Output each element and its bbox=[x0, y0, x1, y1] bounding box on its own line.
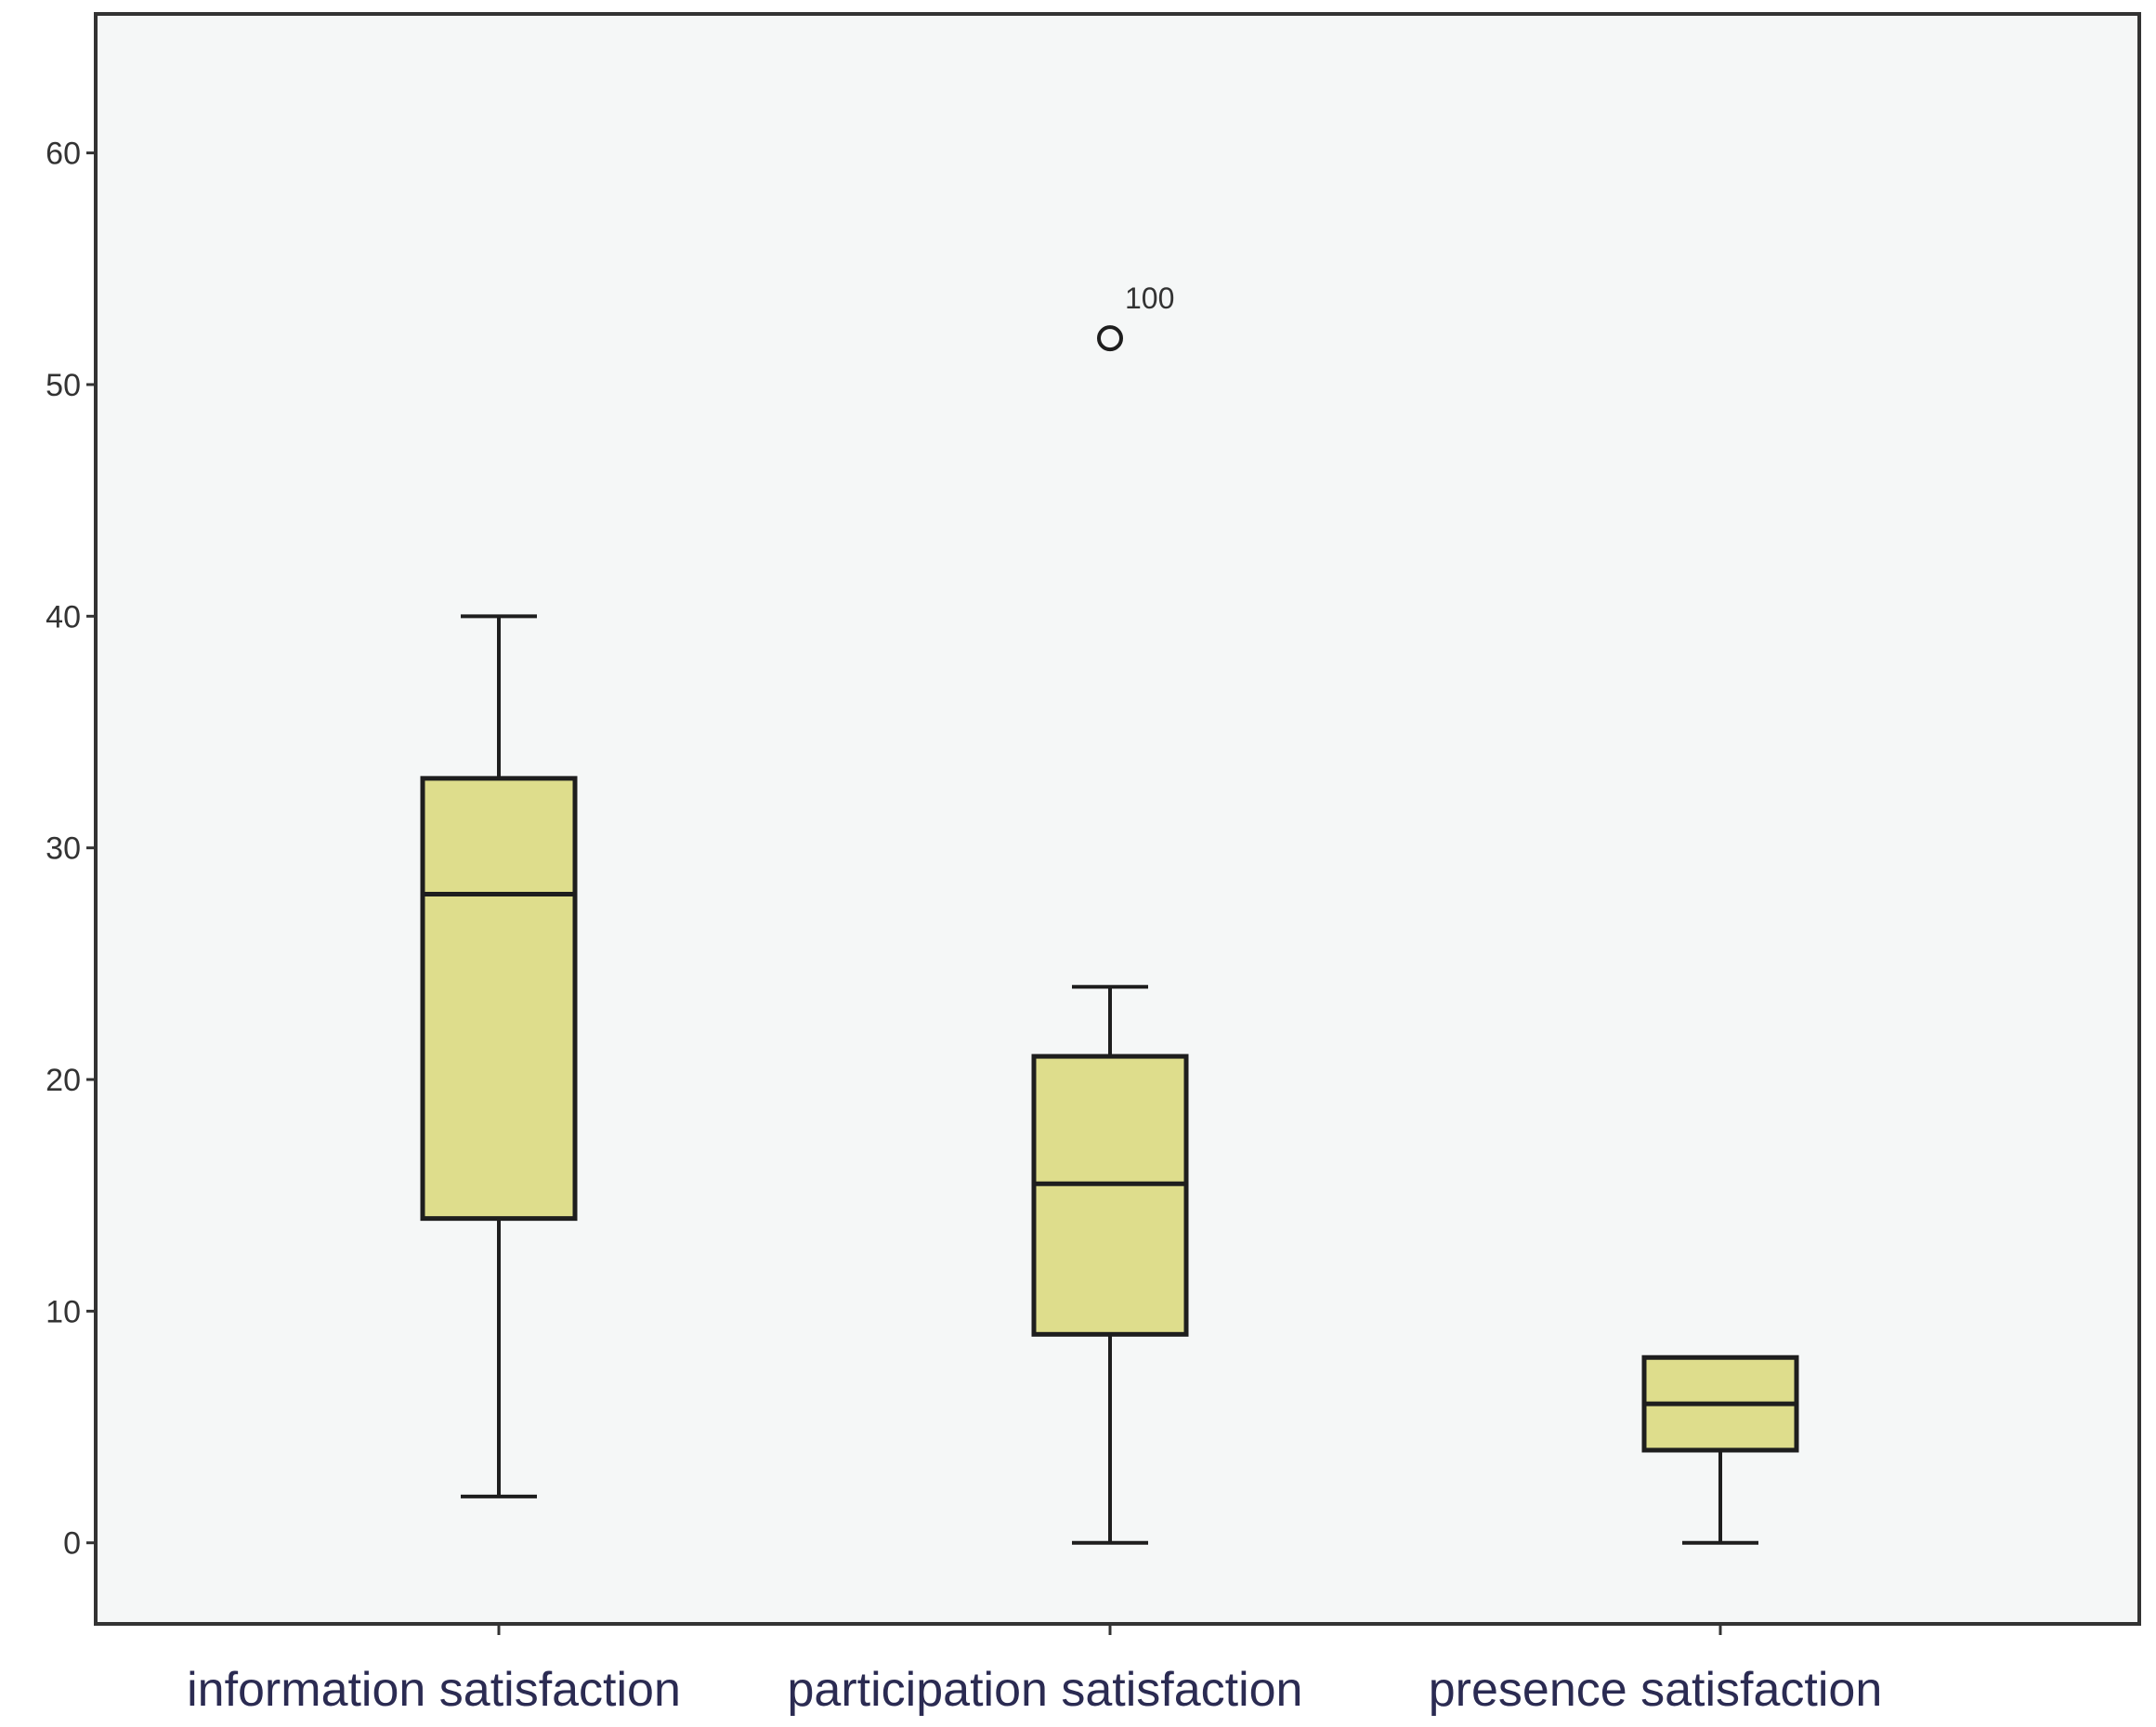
y-tick-label: 0 bbox=[63, 1526, 81, 1562]
outlier-label: 100 bbox=[1125, 281, 1174, 315]
y-axis: 0 10 20 30 40 50 60 bbox=[46, 137, 96, 1562]
y-tick-label: 60 bbox=[46, 137, 81, 172]
iqr-box bbox=[420, 776, 578, 1222]
x-category-label: presence satisfaction bbox=[1429, 1663, 1883, 1717]
y-tick-label: 40 bbox=[46, 599, 81, 635]
x-category-label: information satisfaction bbox=[187, 1663, 681, 1717]
y-tick-label: 20 bbox=[46, 1063, 81, 1098]
y-tick-label: 50 bbox=[46, 368, 81, 403]
y-tick-label: 10 bbox=[46, 1294, 81, 1329]
plot-area bbox=[94, 12, 2141, 1626]
x-axis: information satisfaction participation sa… bbox=[187, 1624, 1882, 1717]
outlier-point bbox=[1097, 325, 1123, 352]
iqr-box bbox=[1031, 1053, 1189, 1337]
x-category-label: participation satisfaction bbox=[788, 1663, 1303, 1717]
y-tick-label: 30 bbox=[46, 831, 81, 867]
box-1 bbox=[420, 614, 578, 1498]
box-2: 100 bbox=[1031, 281, 1189, 1545]
box-3 bbox=[1641, 1354, 1799, 1545]
boxes: 100 bbox=[420, 281, 1799, 1545]
